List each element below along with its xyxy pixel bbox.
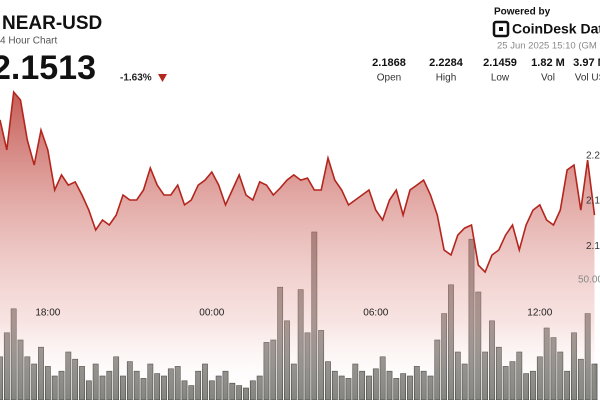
plot-area: 18:00 00:00 06:00 12:00 2.2 2.1 2.1 50.00 [0, 90, 600, 400]
x-tick-label: 12:00 [527, 308, 552, 319]
x-tick-label: 18:00 [35, 308, 60, 319]
powered-by: Powered by [494, 7, 551, 18]
y-tick-label: 2.1 [586, 196, 600, 207]
stat-label: High [436, 73, 457, 84]
subtitle: 4 Hour Chart [0, 36, 57, 47]
stat-label: Low [491, 73, 510, 84]
price-line [0, 90, 596, 274]
stat-label: Open [377, 73, 401, 84]
stat-label: Vol [541, 73, 555, 84]
x-tick-label: 00:00 [199, 308, 224, 319]
stat-label: Vol US [575, 73, 600, 84]
stat-value: 2.2284 [429, 57, 464, 69]
timestamp: 25 Jun 2025 15:10 (GM [497, 41, 597, 52]
stat-value: 3.97 M [573, 57, 600, 69]
symbol: NEAR-USD [2, 13, 102, 34]
brand-logo-dot [499, 27, 503, 31]
stat-value: 2.1459 [483, 57, 517, 69]
down-arrow [158, 74, 167, 82]
stat-value: 1.82 M [531, 57, 565, 69]
x-tick-label: 06:00 [363, 308, 388, 319]
price-change: -1.63% [120, 73, 152, 84]
y-tick-label: 2.1 [586, 241, 600, 252]
stats: 2.1868 Open 2.2284 High 2.1459 Low 1.82 M Vol 3.… [372, 57, 600, 84]
y-tick-label: 2.2 [586, 151, 600, 162]
stat-value: 2.1868 [372, 57, 406, 69]
price-area [0, 92, 595, 400]
brand: CoinDesk Dat [512, 21, 600, 37]
current-price: 2.1513 [0, 49, 96, 87]
brand-logo [492, 20, 510, 38]
y2-tick-label: 50.00 [578, 275, 600, 286]
